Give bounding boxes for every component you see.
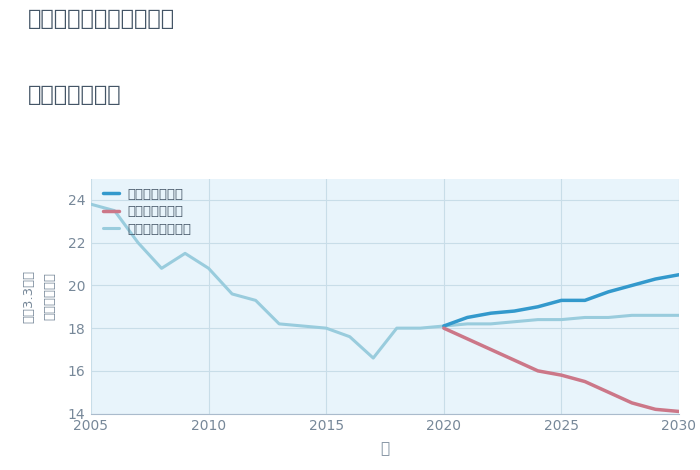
ノーマルシナリオ <box>651 313 659 318</box>
ノーマルシナリオ <box>486 321 495 327</box>
Text: 三重県桑名市清竹の丘の: 三重県桑名市清竹の丘の <box>28 9 175 30</box>
Line: バッドシナリオ: バッドシナリオ <box>444 328 679 411</box>
ノーマルシナリオ <box>675 313 683 318</box>
グッドシナリオ <box>675 272 683 278</box>
ノーマルシナリオ <box>557 317 566 322</box>
ノーマルシナリオ <box>581 314 589 320</box>
グッドシナリオ <box>533 304 542 310</box>
バッドシナリオ <box>651 407 659 412</box>
バッドシナリオ <box>440 325 448 331</box>
グッドシナリオ <box>557 298 566 303</box>
ノーマルシナリオ <box>604 314 612 320</box>
グッドシナリオ <box>486 310 495 316</box>
バッドシナリオ <box>604 390 612 395</box>
バッドシナリオ <box>486 347 495 352</box>
Legend: グッドシナリオ, バッドシナリオ, ノーマルシナリオ: グッドシナリオ, バッドシナリオ, ノーマルシナリオ <box>104 188 191 236</box>
Line: ノーマルシナリオ: ノーマルシナリオ <box>444 315 679 326</box>
バッドシナリオ <box>463 336 472 342</box>
X-axis label: 年: 年 <box>380 441 390 456</box>
Text: 土地の価格推移: 土地の価格推移 <box>28 85 122 105</box>
ノーマルシナリオ <box>533 317 542 322</box>
ノーマルシナリオ <box>440 323 448 329</box>
グッドシナリオ <box>628 282 636 288</box>
グッドシナリオ <box>440 323 448 329</box>
グッドシナリオ <box>581 298 589 303</box>
バッドシナリオ <box>510 357 519 363</box>
バッドシナリオ <box>557 372 566 378</box>
グッドシナリオ <box>510 308 519 314</box>
Y-axis label: 平（3.3㎡）
単価（万円）: 平（3.3㎡） 単価（万円） <box>22 269 57 323</box>
バッドシナリオ <box>628 400 636 406</box>
グッドシナリオ <box>463 314 472 320</box>
ノーマルシナリオ <box>628 313 636 318</box>
グッドシナリオ <box>604 289 612 295</box>
バッドシナリオ <box>533 368 542 374</box>
ノーマルシナリオ <box>510 319 519 325</box>
バッドシナリオ <box>675 408 683 414</box>
ノーマルシナリオ <box>463 321 472 327</box>
グッドシナリオ <box>651 276 659 282</box>
バッドシナリオ <box>581 379 589 384</box>
Line: グッドシナリオ: グッドシナリオ <box>444 275 679 326</box>
